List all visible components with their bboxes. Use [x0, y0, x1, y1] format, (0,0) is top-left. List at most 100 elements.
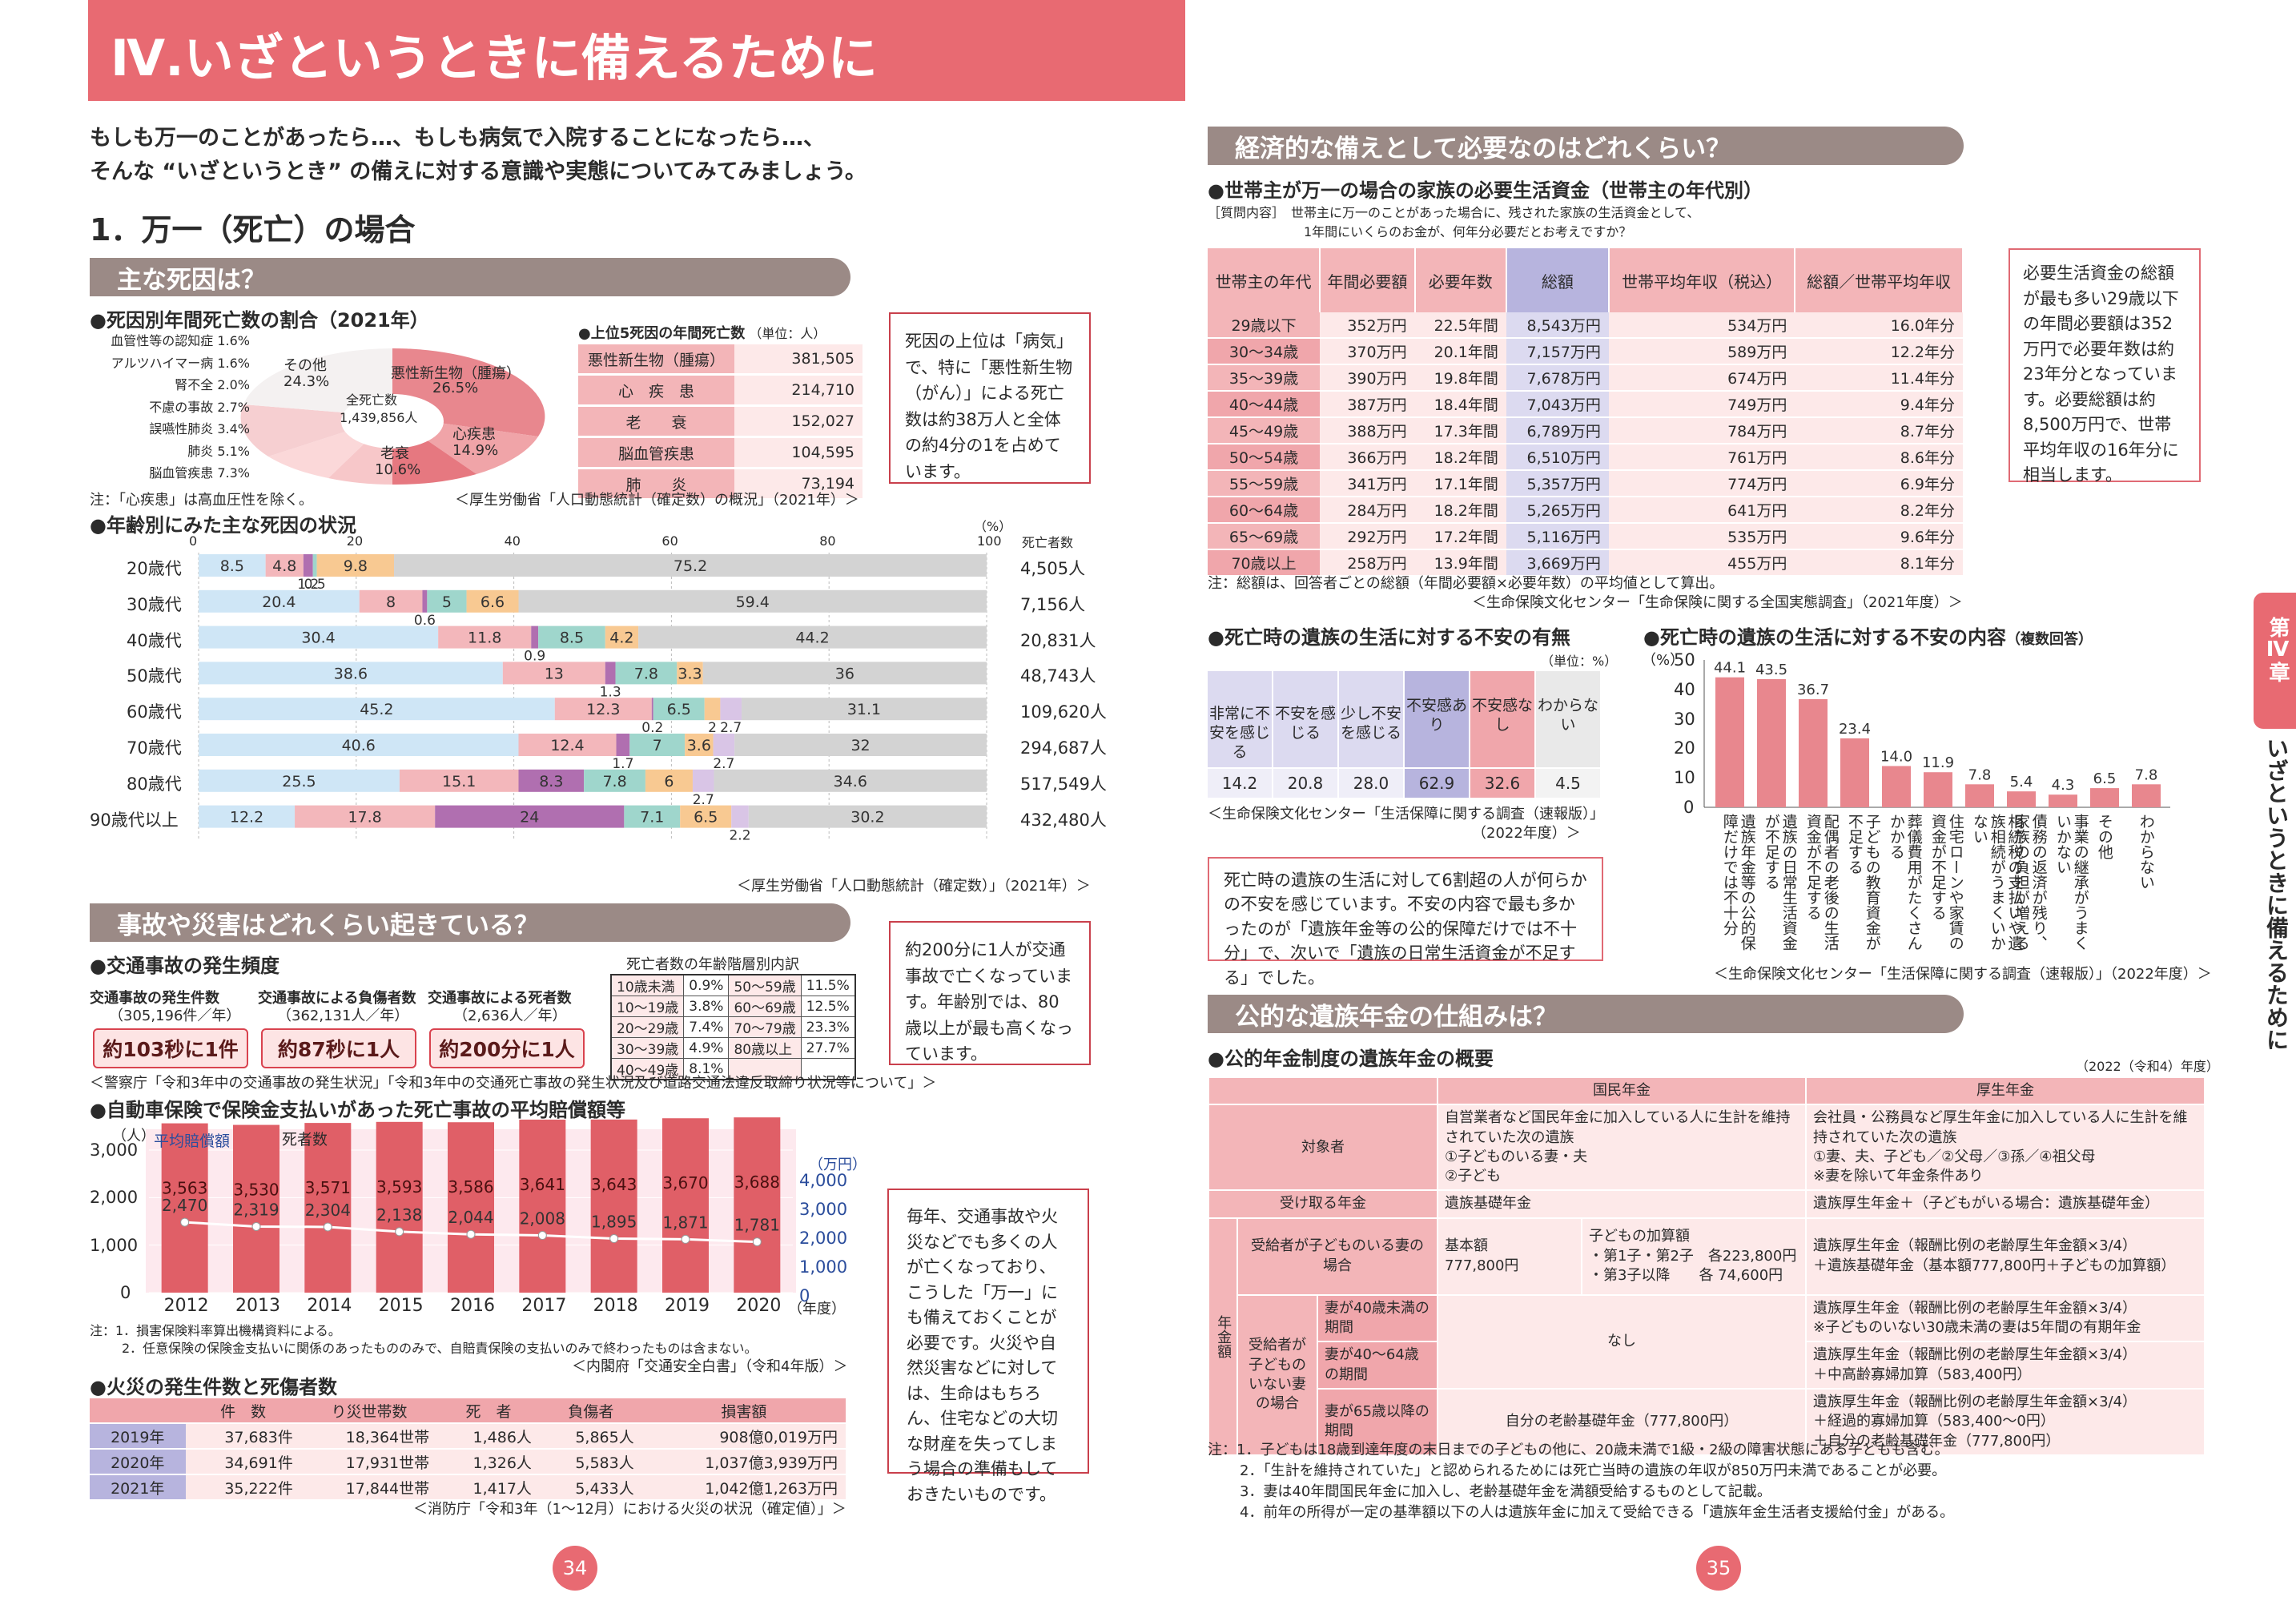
table-row: 妻が65歳以降の期間 自分の老齢基礎年金（777,800円） 遺族厚生年金（報酬… [1208, 1387, 2206, 1456]
age-chart-source: ＜厚生労働省「人口動態統計（確定数）」（2021年）＞ [737, 878, 1091, 895]
side-tab [2254, 593, 2296, 729]
cell: 341万円 [1320, 470, 1415, 497]
r2a-kosei: 遺族厚生年金（報酬比例の老齢厚生年金額×3/4） ※子どものいない30歳未満の妻… [1805, 1293, 2206, 1343]
table-row: 10歳未満 0.9% 50〜59歳 11.5% [610, 974, 856, 996]
age-bar-segment [435, 805, 625, 828]
age-bar-value: 6 [664, 773, 674, 790]
age-bar-segment [651, 698, 653, 721]
intro-line-1: もしも万一のことがあったら…、もしも病気で入院することになったら…、 [90, 126, 825, 151]
payout-year: 2012 [163, 1296, 209, 1316]
header-cell: 負傷者 [539, 1398, 642, 1424]
page-number-left: 34 [553, 1546, 597, 1591]
side-chapter: 第Ⅳ章 [2266, 617, 2290, 682]
cell [800, 1058, 856, 1080]
payout-point [609, 1234, 619, 1244]
age-bar-value: 0.6 [414, 613, 436, 629]
table-row: 29歳以下 352万円 22.5年間 8,543万円 534万円 16.0年分 [1208, 312, 1963, 339]
anx-content-value: 23.4 [1839, 721, 1871, 738]
anx-cat-label: 不安感なし [1471, 697, 1533, 734]
acc-age-table: 10歳未満 0.9% 50〜59歳 11.5% 10〜19歳 3.8% 60〜69歳 12.5… [610, 974, 856, 1080]
payout-year: 2014 [307, 1296, 352, 1316]
pie-label-heart: 心疾患 [452, 426, 496, 443]
acc-box-3: 約200分に1人 [429, 1028, 585, 1068]
table-row: 老 衰 152,027 [578, 405, 863, 438]
age-bar-segment [295, 805, 436, 828]
cell: 7.4% [683, 1016, 730, 1038]
econ-source: ＜生命保険文化センター「生命保険に関する全国実態調査」（2021年度）＞ [1472, 594, 1963, 611]
anx-content-ytick: 50 [1674, 650, 1695, 670]
anx-content-bar [1924, 772, 1952, 807]
age-bar-value: 2 [708, 720, 717, 736]
age-row-label: 90歳代以上 [90, 810, 179, 830]
cell: 2021年 [90, 1474, 186, 1501]
age-bar-value: 3.3 [678, 665, 702, 682]
anx-content-category: 事業の継承がうまくいかない [2053, 814, 2089, 951]
age-bar-segment [518, 589, 987, 613]
acc-c2-sub: （362,131人／年） [277, 1008, 409, 1024]
cell: 12.5% [800, 996, 856, 1017]
anx-cat-value: 14.2 [1208, 769, 1272, 798]
uketoru-kosei: 遺族厚生年金＋（子どもがいる場合：遺族基礎年金） [1805, 1189, 2206, 1219]
cell: 214,710 [734, 374, 863, 407]
table-row: 脳血管疾患 104,595 [578, 436, 863, 469]
anx-unit: （単位：%） [1541, 654, 1618, 669]
age-bar-segment [466, 589, 519, 613]
age-stacked-bar-chart: 8.5 4.81.20.5 9.8 75.2 20.4 8 0.6 5 6.6 59.4 30.4 1… [198, 553, 987, 844]
r1-kokumin-add: 子どもの加算額 ・第1子・第2子 各223,800円 ・第3子以降 各 74,6… [1581, 1217, 1807, 1296]
age-bar-segment [199, 625, 439, 649]
age-bar-value: 4.8 [272, 557, 296, 575]
payout-legend-deaths: 死者数 [282, 1131, 328, 1148]
cell: 8.1% [683, 1058, 730, 1080]
pension-heading: ●公的年金制度の遺族年金の概要 [1208, 1048, 1494, 1070]
cell: 761万円 [1608, 444, 1795, 471]
pension-note: 注：1．子どもは18歳到達年度の末日までの子どもの他に、20歳未満で1級・2級の… [1208, 1442, 1949, 1458]
cell: 5,265万円 [1506, 497, 1609, 524]
cell: 50〜54歳 [1208, 444, 1321, 471]
cell: 老 衰 [578, 405, 734, 438]
uketoru-label: 受け取る年金 [1208, 1189, 1438, 1219]
cell: 30〜34歳 [1208, 338, 1321, 365]
payout-bar-value: 3,571 [305, 1178, 351, 1197]
cell: 70〜79歳 [728, 1016, 802, 1038]
cell: 17.3年間 [1414, 417, 1506, 444]
top5-unit: （単位：人） [749, 326, 826, 341]
age-bar-segment [554, 698, 652, 721]
age-row-label: 40歳代 [127, 630, 182, 650]
age-bar-segment [199, 698, 555, 721]
payout-note-1: 注：1．損害保険料率算出機構資料による。 [90, 1323, 341, 1338]
anx-content-category: 子どもの教育資金が不足する [1845, 814, 1881, 951]
pie-left-label: 誤嚥性肺炎 3.4% [149, 421, 250, 436]
pie-center-label: 全死亡数 [346, 392, 398, 408]
age-bar-value: 2.2 [729, 828, 750, 844]
cell: 366万円 [1320, 444, 1415, 471]
age-tick-label: 40 [504, 533, 521, 549]
fire-source: ＜消防庁「令和3年（1〜12月）における火災の状況（確定値）」＞ [413, 1501, 846, 1518]
age-chart-heading: ●年齢別にみた主な死因の状況 [90, 514, 356, 537]
age-deaths-label: 死亡者数 [1022, 535, 1074, 550]
pie-label-cancer: 悪性新生物（腫瘍） [391, 365, 521, 382]
cell: 2019年 [90, 1423, 186, 1450]
cell: 387万円 [1320, 391, 1415, 418]
cell: 9.4年分 [1795, 391, 1963, 418]
intro-line-2: そんな “いざというとき” の備えに対する意識や実態についてみてみましょう。 [90, 159, 867, 184]
age-bar-segment [199, 769, 400, 792]
anx-content-unit: （%） [1642, 652, 1685, 669]
cell: 悪性新生物（腫瘍） [578, 344, 734, 376]
pie-label-senility: 老衰 [380, 445, 409, 462]
cell: 18,364世帯 [300, 1423, 438, 1450]
r2c-kosei: 遺族厚生年金（報酬比例の老齢厚生年金額×3/4） ＋経過的寡婦加算（583,40… [1805, 1387, 2206, 1456]
anx-cat-value: 62.9 [1405, 769, 1469, 798]
cell: 80歳以上 [728, 1037, 802, 1059]
table-row: 10〜19歳 3.8% 60〜69歳 12.5% [610, 996, 856, 1017]
payout-point-value: 2,138 [376, 1205, 422, 1225]
anx-content-bar [1882, 766, 1911, 807]
age-row-deaths: 7,156人 [1020, 594, 1086, 614]
age-bar-segment [605, 625, 639, 649]
age-bar-segment [531, 625, 539, 649]
age-bar-segment [199, 734, 519, 756]
table-row: 肺 炎 73,194 [578, 468, 863, 501]
payout-ytick-left: 1,000 [90, 1235, 139, 1255]
age-bar-segment [714, 769, 987, 792]
taisho-kosei: 会社員・公務員など厚生年金に加入している人に生計を維持されていた次の遺族 ①妻、… [1805, 1104, 2206, 1192]
cell: 11.5% [800, 974, 856, 996]
